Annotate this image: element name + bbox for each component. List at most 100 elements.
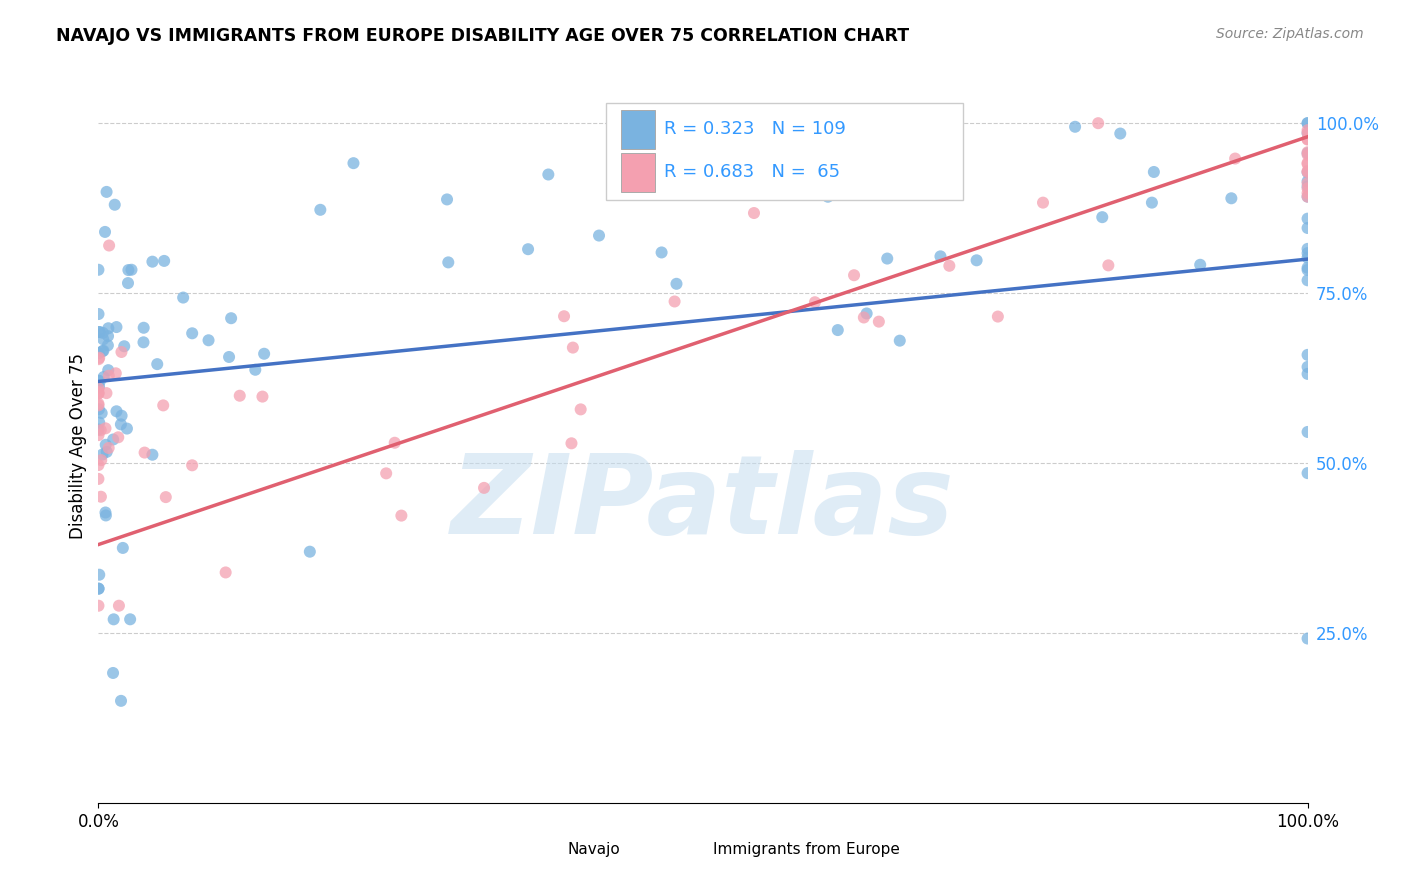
- Point: [876, 252, 898, 266]
- Point: [966, 253, 988, 268]
- Point: [827, 323, 849, 337]
- Point: [868, 315, 890, 329]
- Point: [1296, 632, 1319, 646]
- Point: [1296, 164, 1319, 178]
- Point: [1296, 156, 1319, 170]
- Point: [1296, 123, 1319, 137]
- Point: [141, 254, 163, 268]
- Point: [132, 320, 155, 334]
- Point: [110, 417, 132, 432]
- Point: [1064, 120, 1087, 134]
- Point: [132, 335, 155, 350]
- Point: [436, 193, 458, 207]
- Point: [553, 310, 575, 324]
- Point: [252, 390, 274, 404]
- Point: [1296, 221, 1319, 235]
- Point: [1296, 273, 1319, 287]
- Point: [1223, 152, 1246, 166]
- Point: [89, 374, 111, 388]
- Point: [87, 374, 110, 388]
- Point: [87, 386, 110, 401]
- FancyBboxPatch shape: [679, 837, 706, 863]
- Point: [1296, 189, 1319, 203]
- Point: [89, 325, 111, 339]
- Point: [1296, 186, 1319, 200]
- Point: [987, 310, 1010, 324]
- Point: [1296, 147, 1319, 161]
- Point: [1296, 367, 1319, 381]
- Point: [804, 295, 827, 310]
- Point: [929, 249, 952, 263]
- Point: [1296, 146, 1319, 161]
- Point: [1296, 246, 1319, 260]
- Point: [87, 423, 110, 437]
- Point: [155, 490, 177, 504]
- Point: [97, 329, 120, 343]
- Point: [1296, 126, 1319, 140]
- Point: [1296, 116, 1319, 130]
- Point: [115, 421, 138, 435]
- Point: [94, 438, 117, 452]
- Point: [110, 694, 132, 708]
- Point: [93, 343, 115, 358]
- Point: [110, 345, 132, 359]
- Point: [91, 326, 114, 340]
- Point: [817, 190, 839, 204]
- Point: [87, 472, 110, 486]
- Point: [1296, 165, 1319, 179]
- Text: R = 0.323   N = 109: R = 0.323 N = 109: [664, 120, 846, 138]
- FancyBboxPatch shape: [606, 103, 963, 200]
- Point: [97, 363, 120, 377]
- FancyBboxPatch shape: [621, 110, 655, 149]
- Point: [1296, 425, 1319, 439]
- Point: [94, 421, 117, 435]
- Point: [94, 508, 117, 523]
- Point: [87, 582, 110, 596]
- Point: [1296, 145, 1319, 160]
- Point: [1296, 242, 1319, 256]
- Text: NAVAJO VS IMMIGRANTS FROM EUROPE DISABILITY AGE OVER 75 CORRELATION CHART: NAVAJO VS IMMIGRANTS FROM EUROPE DISABIL…: [56, 27, 910, 45]
- Point: [229, 389, 252, 403]
- Point: [141, 448, 163, 462]
- Point: [384, 435, 406, 450]
- Point: [87, 379, 110, 393]
- Point: [1296, 174, 1319, 188]
- Point: [1143, 165, 1166, 179]
- Text: Immigrants from Europe: Immigrants from Europe: [713, 842, 900, 856]
- Point: [89, 567, 111, 582]
- Point: [101, 665, 124, 680]
- Point: [87, 384, 110, 399]
- Point: [103, 612, 125, 626]
- Point: [1296, 157, 1319, 171]
- Point: [93, 370, 115, 384]
- FancyBboxPatch shape: [534, 837, 561, 863]
- Point: [87, 381, 110, 395]
- Point: [588, 228, 610, 243]
- Point: [98, 238, 121, 252]
- Point: [87, 346, 110, 360]
- Text: ZIPatlas: ZIPatlas: [451, 450, 955, 557]
- Point: [245, 363, 267, 377]
- Point: [1296, 179, 1319, 194]
- Point: [1296, 263, 1319, 277]
- Point: [815, 178, 838, 193]
- Point: [111, 541, 134, 555]
- Point: [214, 566, 236, 580]
- Point: [87, 428, 110, 442]
- Point: [105, 320, 128, 334]
- Point: [97, 321, 120, 335]
- Point: [87, 386, 110, 401]
- Text: R = 0.683   N =  65: R = 0.683 N = 65: [664, 163, 841, 181]
- Point: [117, 276, 139, 290]
- Point: [309, 202, 332, 217]
- Point: [945, 130, 967, 145]
- Text: Source: ZipAtlas.com: Source: ZipAtlas.com: [1216, 27, 1364, 41]
- Point: [87, 458, 110, 472]
- Point: [90, 406, 112, 420]
- Point: [218, 350, 240, 364]
- Point: [852, 310, 875, 325]
- Point: [1296, 251, 1319, 265]
- Point: [104, 198, 127, 212]
- Point: [121, 262, 143, 277]
- Point: [1032, 195, 1054, 210]
